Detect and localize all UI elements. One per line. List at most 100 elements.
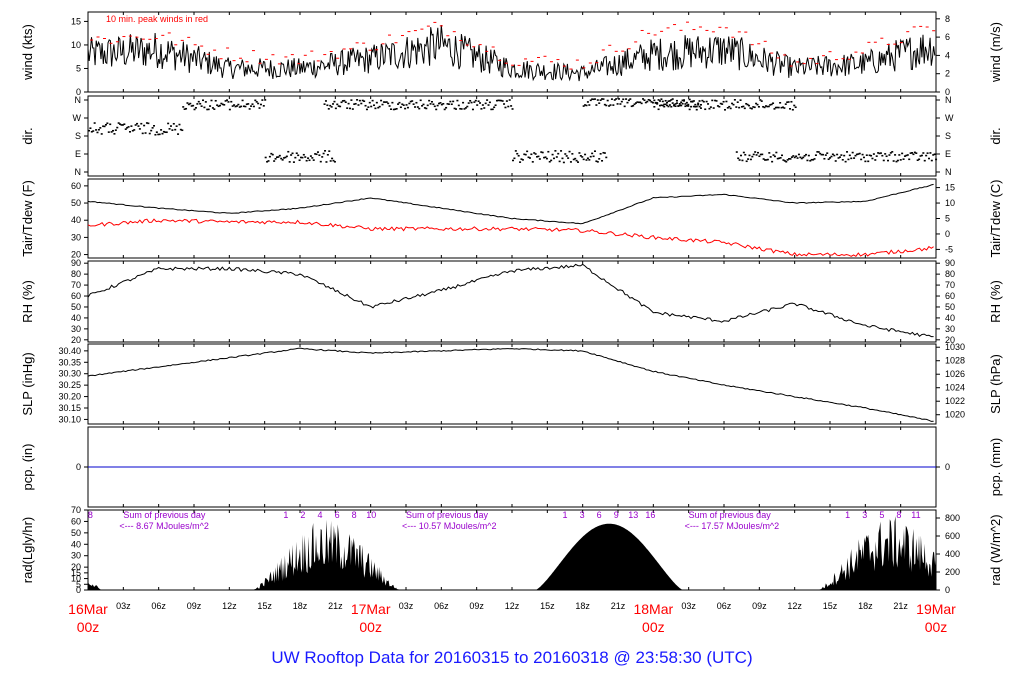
wind-direction-point bbox=[699, 103, 702, 106]
wind-direction-point bbox=[490, 108, 493, 111]
wind-direction-point bbox=[399, 106, 402, 109]
time-axis-hour-label: 06z bbox=[434, 601, 449, 611]
wind-direction-point bbox=[351, 108, 354, 110]
y-tick-label-right: 80 bbox=[945, 269, 955, 279]
wind-direction-point bbox=[766, 158, 769, 161]
time-axis-hour-label: 03z bbox=[681, 601, 696, 611]
wind-direction-point bbox=[247, 103, 250, 105]
y-tick-label-left: 0 bbox=[76, 462, 81, 472]
y-tick-label-right: 30 bbox=[945, 324, 955, 334]
dewpoint-line bbox=[87, 218, 934, 257]
wind-direction-point bbox=[495, 99, 498, 102]
y-tick-label-left: 0 bbox=[76, 585, 81, 595]
wind-direction-point bbox=[228, 108, 231, 111]
wind-direction-point bbox=[790, 156, 793, 158]
y-axis-title-left: rad(Lgly/hr) bbox=[20, 517, 35, 583]
sun-hour-marker: 8 bbox=[896, 510, 901, 520]
wind-direction-point bbox=[605, 156, 608, 159]
y-axis-title-left: dir. bbox=[20, 127, 35, 144]
wind-direction-point bbox=[792, 155, 795, 157]
wind-direction-point bbox=[274, 158, 277, 160]
wind-direction-point bbox=[333, 100, 336, 103]
wind-direction-point bbox=[323, 103, 326, 105]
wind-direction-point bbox=[640, 102, 643, 105]
wind-direction-point bbox=[769, 104, 772, 106]
wind-direction-point bbox=[238, 106, 241, 108]
wind-direction-point bbox=[909, 152, 912, 154]
wind-direction-point bbox=[138, 128, 141, 130]
wind-direction-point bbox=[452, 100, 455, 103]
wind-direction-point bbox=[805, 153, 808, 156]
wind-direction-point bbox=[668, 100, 671, 102]
y-tick-label-right: 1026 bbox=[945, 369, 965, 379]
wind-direction-point bbox=[915, 152, 918, 154]
wind-direction-point bbox=[543, 156, 546, 159]
y-tick-label-right: 60 bbox=[945, 291, 955, 301]
wind-direction-point bbox=[596, 99, 599, 101]
wind-direction-point bbox=[324, 150, 327, 152]
wind-direction-point bbox=[766, 105, 769, 108]
wind-direction-point bbox=[800, 157, 803, 160]
wind-direction-point bbox=[694, 105, 697, 108]
wind-direction-point bbox=[326, 153, 329, 156]
sun-hour-marker: 6 bbox=[335, 510, 340, 520]
wind-direction-point bbox=[181, 129, 184, 132]
wind-direction-point bbox=[577, 161, 580, 163]
wind-direction-point bbox=[687, 103, 690, 106]
wind-direction-point bbox=[870, 154, 873, 157]
wind-direction-point bbox=[262, 105, 265, 107]
y-axis-title-left: pcp. (in) bbox=[20, 444, 35, 491]
wind-direction-point bbox=[446, 103, 449, 105]
wind-direction-point bbox=[157, 133, 160, 136]
wind-direction-point bbox=[530, 153, 533, 156]
wind-direction-point bbox=[780, 106, 783, 109]
wind-direction-point bbox=[107, 131, 110, 133]
wind-direction-point bbox=[419, 99, 422, 102]
wind-direction-point bbox=[418, 107, 421, 110]
wind-direction-point bbox=[661, 100, 664, 103]
wind-direction-point bbox=[162, 130, 165, 133]
wind-direction-point bbox=[860, 158, 863, 161]
wind-direction-point bbox=[544, 156, 547, 158]
wind-direction-point bbox=[169, 125, 172, 127]
wind-direction-point bbox=[714, 99, 717, 102]
y-tick-label-right: 1028 bbox=[945, 356, 965, 366]
wind-direction-point bbox=[344, 101, 347, 104]
wind-direction-point bbox=[627, 99, 630, 102]
wind-direction-point bbox=[781, 154, 784, 157]
wind-direction-point bbox=[796, 157, 799, 159]
wind-direction-point bbox=[742, 105, 745, 108]
wind-direction-point bbox=[408, 102, 411, 105]
wind-direction-point bbox=[474, 99, 477, 102]
wind-direction-point bbox=[460, 108, 463, 110]
wind-direction-point bbox=[231, 105, 234, 107]
wind-direction-point bbox=[92, 130, 95, 132]
wind-direction-point bbox=[134, 124, 137, 126]
wind-direction-point bbox=[264, 99, 267, 101]
wind-direction-point bbox=[365, 108, 368, 111]
wind-direction-point bbox=[113, 133, 116, 135]
wind-direction-point bbox=[816, 151, 819, 153]
wind-direction-point bbox=[311, 157, 314, 159]
wind-direction-point bbox=[709, 106, 712, 108]
wind-direction-point bbox=[885, 155, 888, 158]
wind-direction-point bbox=[837, 157, 840, 159]
wind-direction-point bbox=[251, 103, 254, 105]
wind-direction-point bbox=[683, 100, 686, 102]
wind-direction-point bbox=[887, 159, 890, 162]
wind-direction-point bbox=[561, 157, 564, 160]
wind-direction-point bbox=[776, 106, 779, 109]
wind-direction-point bbox=[733, 99, 736, 101]
wind-direction-point bbox=[721, 103, 724, 105]
wind-direction-point bbox=[484, 102, 487, 105]
wind-direction-point bbox=[747, 158, 750, 160]
wind-direction-point bbox=[557, 152, 560, 155]
sun-hour-marker: 8 bbox=[352, 510, 357, 520]
wind-direction-point bbox=[633, 103, 636, 106]
wind-direction-point bbox=[436, 104, 439, 107]
wind-direction-point bbox=[773, 108, 776, 110]
y-tick-label-right: 4 bbox=[945, 50, 950, 60]
wind-direction-point bbox=[511, 108, 514, 110]
wind-direction-point bbox=[501, 100, 504, 102]
